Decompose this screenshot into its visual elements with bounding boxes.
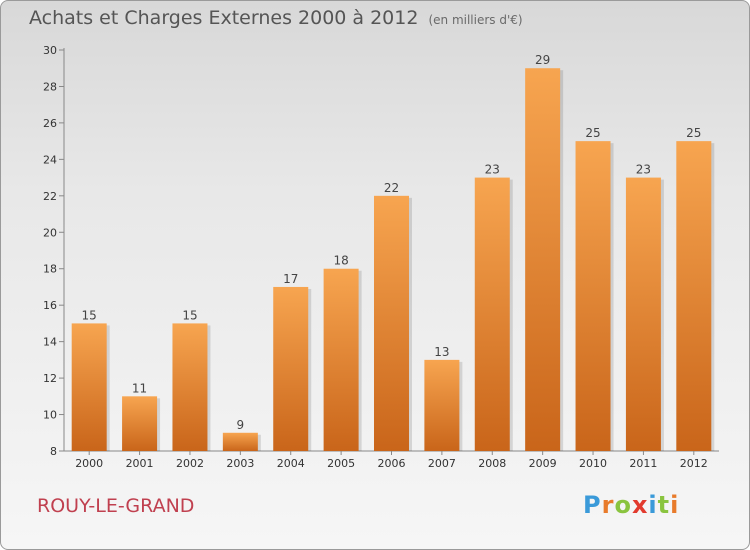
x-tick-label-2010: 2010 <box>579 457 607 470</box>
x-tick-label-2004: 2004 <box>277 457 305 470</box>
bar-2002 <box>172 323 208 451</box>
x-tick-label-2009: 2009 <box>529 457 557 470</box>
data-label-2004: 17 <box>283 272 298 286</box>
x-tick-label-2011: 2011 <box>629 457 657 470</box>
bar-2007 <box>424 359 460 451</box>
bar-2000 <box>71 323 107 451</box>
logo-letter: x <box>631 491 649 519</box>
y-tick-label: 28 <box>43 80 57 93</box>
y-tick-label: 30 <box>43 44 57 57</box>
data-label-2010: 25 <box>585 126 600 140</box>
bar-2011 <box>625 177 661 451</box>
x-tick-label-2008: 2008 <box>478 457 506 470</box>
data-labels: 15 11 15 9 17 18 22 13 23 29 25 23 25 <box>82 53 702 432</box>
x-tick-label-2012: 2012 <box>680 457 708 470</box>
x-tick-label-2007: 2007 <box>428 457 456 470</box>
data-label-2002: 15 <box>182 308 197 322</box>
data-label-2005: 18 <box>333 254 348 268</box>
y-tick-label: 24 <box>43 153 57 166</box>
x-tick-label-2006: 2006 <box>378 457 406 470</box>
data-label-2012: 25 <box>686 126 701 140</box>
bar-2004 <box>273 286 309 451</box>
y-tick-label: 12 <box>43 372 57 385</box>
logo-letter: P <box>583 491 602 519</box>
chart-subtitle: (en milliers d'€) <box>428 13 523 27</box>
x-tick-label-2003: 2003 <box>226 457 254 470</box>
logo-letter: i <box>670 491 680 519</box>
y-tick-label: 18 <box>43 263 57 276</box>
data-label-2009: 29 <box>535 53 550 67</box>
logo-letter: o <box>614 491 632 519</box>
x-tick-label-2000: 2000 <box>75 457 103 470</box>
logo-letter: i <box>648 491 658 519</box>
y-tick-label: 22 <box>43 190 57 203</box>
data-label-2000: 15 <box>82 308 97 322</box>
y-tick-label: 10 <box>43 409 57 422</box>
y-tick-label: 20 <box>43 226 57 239</box>
x-tick-label-2001: 2001 <box>126 457 154 470</box>
data-label-2007: 13 <box>434 345 449 359</box>
x-tick-label-2002: 2002 <box>176 457 204 470</box>
bar-2006 <box>374 195 409 451</box>
proxiti-logo[interactable]: Proxiti <box>583 491 679 519</box>
bar-2001 <box>122 396 158 451</box>
bar-2008 <box>474 177 510 451</box>
data-label-2001: 11 <box>132 381 147 395</box>
x-axis: 2000 2001 2002 2003 2004 2005 2006 2007 2008 2009… <box>64 450 719 470</box>
data-label-2006: 22 <box>384 181 399 195</box>
y-tick-label: 26 <box>43 117 57 130</box>
logo-letter: r <box>601 491 615 519</box>
y-tick-label: 14 <box>43 336 57 349</box>
bar-2003 <box>222 432 258 451</box>
bar-2009 <box>525 68 561 452</box>
data-label-2003: 9 <box>237 418 245 432</box>
bar-2010 <box>575 141 611 452</box>
bar-2012 <box>676 141 712 452</box>
bar-2005 <box>323 268 359 451</box>
logo-letter: t <box>657 491 671 519</box>
bars <box>71 68 715 452</box>
y-tick-label: 8 <box>50 445 57 458</box>
chart-title-text: Achats et Charges Externes 2000 à 2012 <box>29 7 419 29</box>
data-label-2011: 23 <box>636 163 651 177</box>
chart-title: Achats et Charges Externes 2000 à 2012 (e… <box>29 7 523 29</box>
commune-name: ROUY-LE-GRAND <box>37 495 195 517</box>
x-tick-label-2005: 2005 <box>327 457 355 470</box>
y-axis: 8 10 12 14 16 18 20 22 24 26 28 30 <box>43 44 65 458</box>
y-tick-label: 16 <box>43 299 57 312</box>
data-label-2008: 23 <box>485 163 500 177</box>
